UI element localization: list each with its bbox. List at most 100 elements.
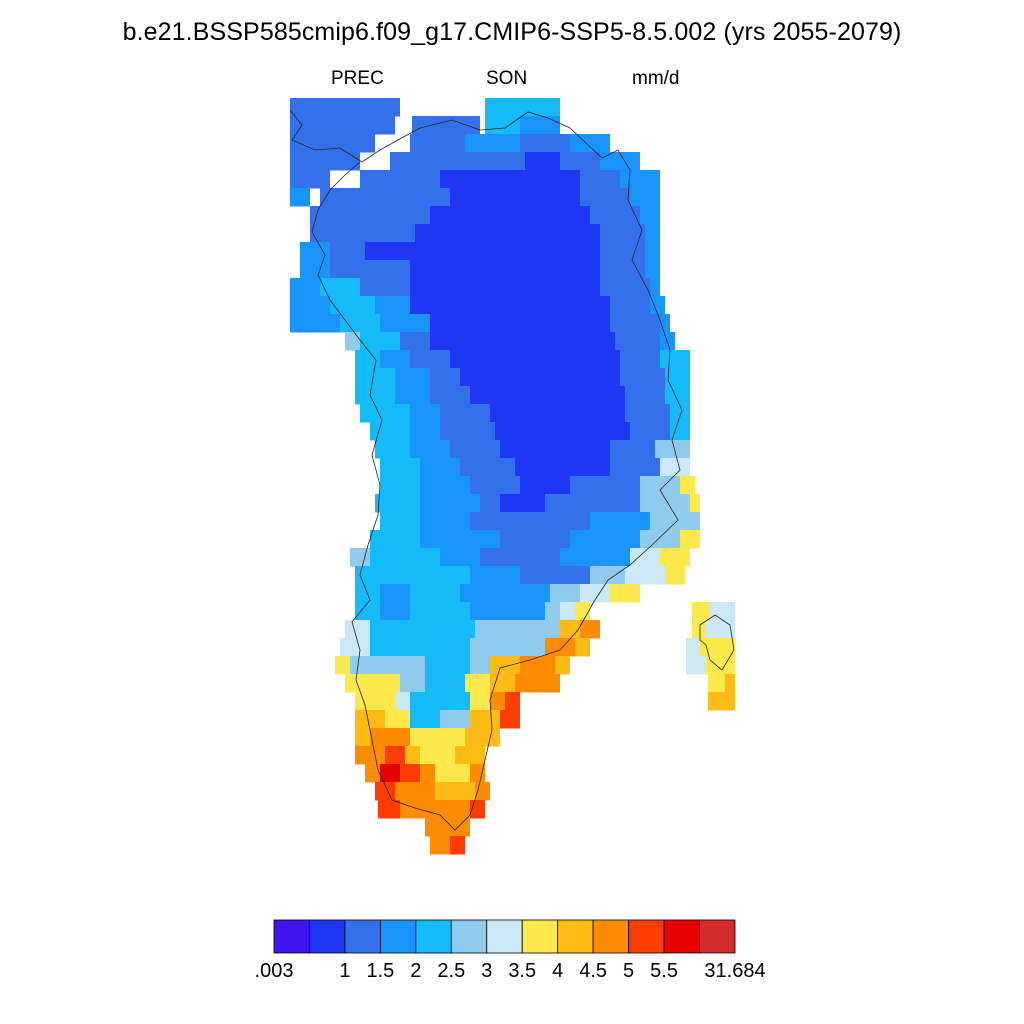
map-cell — [440, 710, 470, 729]
map-cell — [450, 188, 580, 207]
map-cell — [440, 422, 495, 441]
map-cell — [520, 476, 570, 495]
colorbar-box — [521, 919, 559, 954]
map-cell — [650, 278, 660, 297]
map-cell — [420, 746, 455, 765]
map-cell — [320, 278, 360, 297]
map-cell — [630, 422, 670, 441]
map-cell — [410, 440, 450, 459]
map-cell — [610, 584, 640, 603]
map-cell — [345, 674, 365, 693]
map-cell — [440, 404, 490, 423]
map-cell — [420, 458, 460, 477]
map-cell — [410, 260, 600, 279]
variable-label: PREC — [331, 68, 384, 89]
map-cell — [660, 314, 670, 333]
colorbar-tick-label: 1.5 — [366, 960, 395, 982]
map-cell — [450, 350, 620, 369]
map-cell — [520, 512, 590, 531]
colorbar-box — [415, 919, 452, 954]
colorbar-tick-label: 4 — [552, 960, 564, 982]
map-cell — [450, 836, 465, 855]
map-cell — [686, 656, 705, 675]
map-cell — [355, 386, 395, 405]
map-cell — [640, 476, 680, 495]
map-cell — [425, 674, 465, 693]
map-cell — [470, 476, 520, 495]
map-cell — [686, 638, 700, 657]
map-cell — [380, 476, 420, 495]
map-cell — [375, 440, 410, 459]
map-cell — [665, 566, 685, 585]
map-cell — [320, 152, 360, 171]
map-cell — [330, 98, 400, 117]
map-cell — [290, 152, 320, 171]
map-cell — [470, 656, 490, 675]
map-cell — [470, 386, 625, 405]
map-cell — [365, 242, 600, 261]
map-cell — [615, 332, 660, 351]
map-cell — [460, 170, 580, 189]
map-cell — [380, 764, 400, 783]
map-cell — [660, 458, 690, 477]
map-cell — [435, 782, 475, 801]
map-cell — [400, 764, 420, 783]
map-cell — [395, 368, 430, 387]
colorbar-tick-label: 2 — [410, 960, 422, 982]
map-cell — [380, 314, 430, 333]
map-cell — [520, 566, 590, 585]
map-cell — [500, 494, 545, 513]
colorbar-box — [628, 919, 665, 954]
map-cell — [575, 638, 590, 657]
map-cell — [470, 764, 485, 783]
map-cell — [630, 188, 660, 207]
map-cell — [470, 566, 520, 585]
map-cell — [290, 296, 330, 315]
map-cell — [360, 278, 410, 297]
map-cell — [690, 494, 700, 513]
map-cell — [640, 530, 680, 549]
map-cell — [360, 404, 410, 423]
map-cell — [465, 674, 490, 693]
map-cell — [290, 170, 330, 189]
map-cell — [290, 188, 310, 207]
map-cell — [580, 170, 620, 189]
map-cell — [515, 458, 610, 477]
map-cell — [380, 512, 420, 531]
map-cell — [600, 152, 640, 171]
map-cell — [470, 710, 500, 729]
map-cell — [620, 368, 665, 387]
map-cell — [470, 602, 545, 621]
map-cell — [725, 674, 735, 693]
map-cell — [370, 638, 400, 657]
map-cell — [375, 296, 410, 315]
map-cell — [545, 638, 575, 657]
colorbar-tick-label: .003 — [254, 960, 294, 982]
map-cell — [355, 746, 385, 765]
map-cell — [385, 746, 405, 765]
map-cell — [412, 116, 480, 135]
colorbar-box — [557, 919, 594, 954]
map-cell — [370, 620, 430, 639]
map-cell — [420, 494, 480, 513]
map-cell — [610, 440, 655, 459]
map-cell — [360, 332, 400, 351]
colorbar-boxes — [273, 919, 736, 954]
map-cell — [400, 800, 430, 819]
map-cell — [560, 152, 600, 171]
map-cell — [460, 368, 620, 387]
map-cell — [410, 296, 610, 315]
colorbar-box — [309, 919, 346, 954]
map-cell — [700, 638, 735, 657]
colorbar-box — [699, 919, 736, 954]
map-cell — [625, 386, 665, 405]
map-cell — [330, 242, 365, 261]
map-cell — [485, 116, 520, 135]
map-cell — [410, 134, 465, 153]
map-cell — [430, 206, 590, 225]
colorbar-box — [486, 919, 523, 954]
map-cell — [610, 458, 660, 477]
map-cell — [300, 242, 330, 261]
